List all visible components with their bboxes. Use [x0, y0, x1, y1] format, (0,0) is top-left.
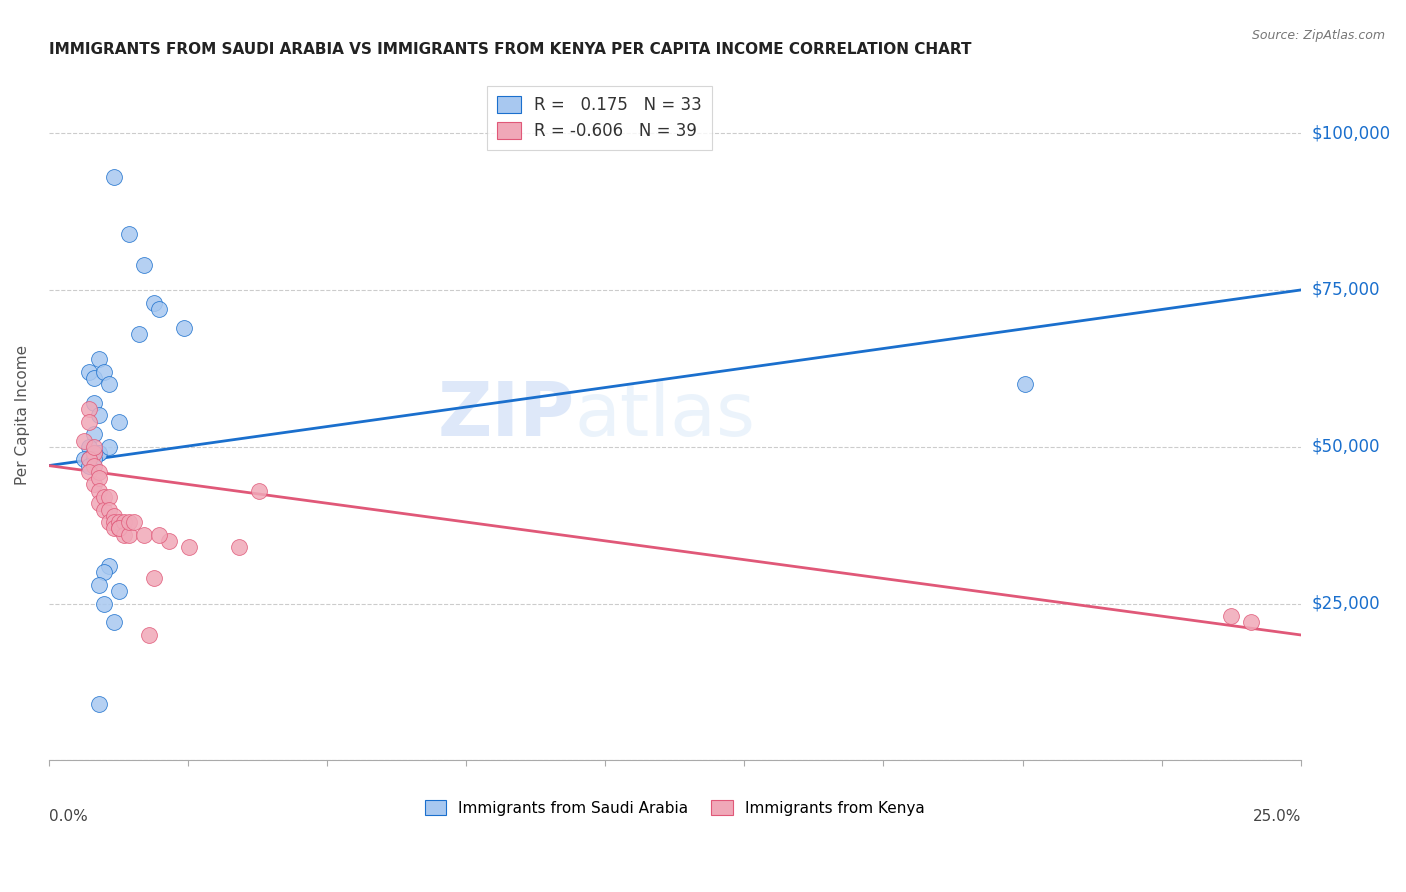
Point [103, 169, 125, 184]
Point [138, 628, 160, 642]
Point [228, 540, 250, 554]
Point [83, 440, 105, 454]
Point [97, 490, 120, 504]
Point [77, 402, 100, 417]
Point [77, 440, 100, 454]
Text: $50,000: $50,000 [1312, 438, 1381, 456]
Text: IMMIGRANTS FROM SAUDI ARABIA VS IMMIGRANTS FROM KENYA PER CAPITA INCOME CORRELAT: IMMIGRANTS FROM SAUDI ARABIA VS IMMIGRAN… [49, 42, 972, 57]
Text: ZIP: ZIP [437, 379, 575, 452]
Point [97, 515, 120, 529]
Point [132, 527, 155, 541]
Point [87, 697, 110, 711]
Point [97, 558, 120, 573]
Point [148, 527, 170, 541]
Point [93, 566, 115, 580]
Point [108, 521, 131, 535]
Point [142, 295, 165, 310]
Text: 25.0%: 25.0% [1253, 809, 1301, 823]
Point [73, 434, 96, 448]
Text: $100,000: $100,000 [1312, 124, 1391, 142]
Point [108, 584, 131, 599]
Text: $75,000: $75,000 [1312, 281, 1381, 299]
Point [108, 415, 131, 429]
Point [103, 521, 125, 535]
Point [87, 483, 110, 498]
Point [93, 597, 115, 611]
Point [77, 364, 100, 378]
Point [103, 615, 125, 630]
Point [97, 502, 120, 516]
Point [73, 452, 96, 467]
Point [97, 377, 120, 392]
Text: Source: ZipAtlas.com: Source: ZipAtlas.com [1251, 29, 1385, 42]
Point [93, 502, 115, 516]
Y-axis label: Per Capita Income: Per Capita Income [15, 345, 30, 485]
Point [87, 496, 110, 510]
Text: 0.0%: 0.0% [49, 809, 87, 823]
Point [1240, 615, 1263, 630]
Point [83, 396, 105, 410]
Point [173, 320, 195, 334]
Point [122, 515, 145, 529]
Point [83, 452, 105, 467]
Point [87, 409, 110, 423]
Point [77, 415, 100, 429]
Point [77, 452, 100, 467]
Point [83, 371, 105, 385]
Point [87, 446, 110, 460]
Legend: Immigrants from Saudi Arabia, Immigrants from Kenya: Immigrants from Saudi Arabia, Immigrants… [419, 794, 931, 822]
Point [1014, 377, 1036, 392]
Point [132, 258, 155, 272]
Point [157, 533, 180, 548]
Point [87, 465, 110, 479]
Point [148, 301, 170, 316]
Point [1219, 609, 1241, 624]
Point [83, 446, 105, 460]
Point [128, 326, 150, 341]
Point [108, 521, 131, 535]
Point [118, 515, 141, 529]
Point [77, 458, 100, 473]
Point [93, 490, 115, 504]
Point [103, 515, 125, 529]
Point [118, 527, 141, 541]
Point [112, 515, 135, 529]
Point [83, 477, 105, 491]
Point [77, 465, 100, 479]
Point [83, 427, 105, 442]
Point [247, 483, 270, 498]
Point [87, 446, 110, 460]
Point [118, 227, 141, 241]
Point [103, 508, 125, 523]
Point [77, 452, 100, 467]
Point [87, 471, 110, 485]
Point [83, 458, 105, 473]
Point [142, 572, 165, 586]
Point [93, 364, 115, 378]
Text: atlas: atlas [575, 379, 755, 452]
Point [177, 540, 200, 554]
Point [87, 578, 110, 592]
Point [112, 527, 135, 541]
Point [87, 351, 110, 366]
Text: $25,000: $25,000 [1312, 595, 1381, 613]
Point [97, 440, 120, 454]
Point [108, 515, 131, 529]
Point [83, 446, 105, 460]
